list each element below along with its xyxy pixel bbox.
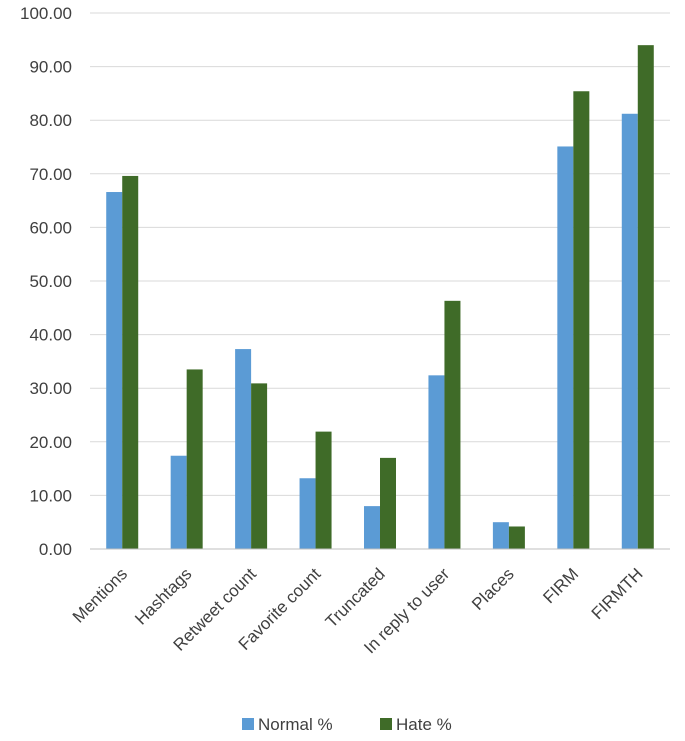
bar-hate-mentions (122, 175, 139, 549)
bar-hate-firmth (637, 45, 654, 549)
bar-normal-truncated (364, 506, 380, 549)
bar-normal-firm (557, 146, 574, 550)
y-tick-label: 30.00 (29, 379, 72, 398)
bars (106, 45, 654, 550)
category-label: Mentions (69, 564, 131, 626)
y-tick-label: 50.00 (29, 272, 72, 291)
bar-hate-firm (573, 91, 590, 550)
legend-label: Hate % (396, 715, 452, 734)
legend-swatch (380, 718, 392, 730)
bar-normal-in-reply-to-user (428, 375, 445, 549)
legend: Normal % Hate % (242, 715, 452, 734)
y-tick-label: 20.00 (29, 433, 72, 452)
y-tick-label: 100.00 (20, 4, 72, 23)
y-axis-tick-labels: 0.00 10.00 20.00 30.00 40.00 50.00 60.00 70.00 8… (20, 4, 72, 559)
bar-hate-favorite-count (315, 431, 332, 549)
y-tick-label: 60.00 (29, 218, 72, 237)
bar-hate-in-reply-to-user (444, 300, 461, 549)
bar-hate-truncated (380, 457, 396, 549)
y-tick-label: 80.00 (29, 111, 72, 130)
legend-label: Normal % (258, 715, 333, 734)
bar-normal-mentions (106, 192, 123, 550)
category-label: Places (468, 564, 518, 614)
bar-normal-places (492, 522, 509, 549)
bar-hate-places (508, 526, 525, 549)
y-tick-label: 40.00 (29, 326, 72, 345)
bar-normal-firmth (621, 113, 638, 549)
category-label: FIRMTH (588, 564, 647, 623)
y-tick-label: 10.00 (29, 486, 72, 505)
y-tick-label: 70.00 (29, 165, 72, 184)
bar-hate-retweet-count (251, 383, 268, 549)
bar-normal-retweet-count (235, 349, 252, 549)
bar-normal-favorite-count (299, 478, 316, 549)
legend-item-hate: Hate % (380, 715, 452, 734)
y-tick-label: 0.00 (39, 540, 72, 559)
legend-swatch (242, 718, 254, 730)
bar-hate-hashtags (186, 369, 203, 549)
bar-normal-hashtags (170, 455, 187, 549)
y-tick-label: 90.00 (29, 58, 72, 77)
legend-item-normal: Normal % (242, 715, 333, 734)
category-label: FIRM (539, 564, 582, 607)
category-label: Truncated (322, 564, 389, 631)
category-label: Hashtags (131, 564, 195, 628)
